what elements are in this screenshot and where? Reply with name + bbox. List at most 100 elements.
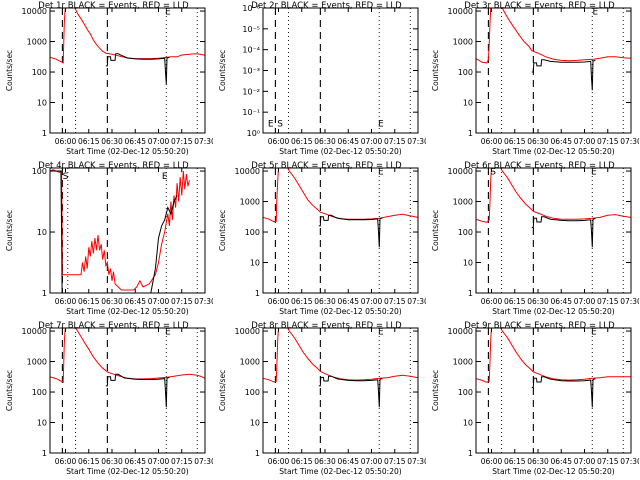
y-tick-label: 10	[37, 419, 47, 428]
x-tick-label: 07:30	[620, 297, 639, 306]
panel-title: Det 2r BLACK = Events, RED = LLD	[251, 1, 402, 11]
x-axis-label: Start Time (02-Dec-12 05:50:20)	[279, 307, 401, 316]
x-tick-label: 06:00	[55, 137, 77, 146]
plot-frame	[262, 167, 419, 294]
y-tick-label: 1	[468, 449, 473, 458]
x-tick-label: 06:00	[268, 137, 290, 146]
x-tick-label: 07:30	[194, 457, 213, 466]
y-tick-label: 100	[458, 68, 473, 77]
detector-panel: 1 10 100 1000 10000 06:00 06:15 06:30 06:45 07:00…	[5, 1, 213, 156]
y-axis-label: Counts/sec	[5, 210, 14, 251]
x-tick-label: 06:00	[481, 137, 503, 146]
x-tick-label: 07:00	[148, 137, 170, 146]
x-tick-label: 06:30	[314, 297, 336, 306]
y-tick-label: 1	[42, 449, 47, 458]
x-tick-label: 06:45	[124, 457, 146, 466]
x-tick-label: 07:00	[148, 297, 170, 306]
panel-title: Det 1r BLACK = Events, RED = LLD	[38, 1, 189, 11]
annotation-label: S	[277, 120, 283, 130]
x-tick-label: 06:30	[314, 137, 336, 146]
y-tick-label: 10000	[448, 7, 473, 16]
y-tick-label: 100	[458, 388, 473, 397]
panel-title: Det 6r BLACK = Events, RED = LLD	[464, 161, 615, 171]
x-tick-label: 06:45	[124, 137, 146, 146]
y-tick-label: 100	[32, 167, 47, 176]
y-tick-label: 10⁻⁴	[242, 46, 260, 55]
y-tick-label: 10⁻¹	[242, 108, 260, 117]
plot-frame	[49, 167, 206, 294]
plot-frame	[475, 7, 632, 134]
x-tick-label: 06:30	[527, 457, 549, 466]
y-tick-label: 10⁻⁶	[242, 4, 260, 13]
y-tick-label: 100	[32, 68, 47, 77]
panel-title: Det 8r BLACK = Events, RED = LLD	[251, 321, 402, 331]
annotation-label: E	[378, 328, 384, 338]
y-tick-label: 100	[245, 228, 260, 237]
x-tick-label: 06:30	[314, 457, 336, 466]
plot-frame	[475, 167, 632, 294]
y-tick-label: 10000	[22, 7, 47, 16]
y-tick-label: 1	[42, 289, 47, 298]
plot-frame	[49, 7, 206, 134]
annotation-label: E	[165, 328, 171, 338]
x-tick-label: 06:45	[337, 297, 359, 306]
x-tick-label: 07:15	[171, 297, 193, 306]
x-tick-label: 07:00	[574, 297, 596, 306]
x-tick-label: 07:30	[407, 297, 426, 306]
lld-series-line	[476, 328, 631, 383]
y-tick-label: 1000	[240, 198, 260, 207]
x-tick-label: 07:30	[407, 457, 426, 466]
y-tick-label: 10000	[448, 167, 473, 176]
y-tick-label: 1000	[453, 198, 473, 207]
y-tick-label: 1	[42, 129, 47, 138]
annotation-label: E	[593, 8, 599, 18]
events-series-line	[318, 375, 383, 408]
x-axis-label: Start Time (02-Dec-12 05:50:20)	[279, 147, 401, 156]
lld-series-line	[476, 8, 631, 64]
y-tick-label: 10	[37, 99, 47, 108]
events-series-line	[105, 53, 170, 85]
x-axis-label: Start Time (02-Dec-12 05:50:20)	[66, 147, 188, 156]
x-tick-label: 06:00	[268, 457, 290, 466]
detector-panel: 1 10 100 1000 10000 06:00 06:15 06:30 06:45 07:00…	[431, 161, 639, 316]
y-tick-label: 1	[468, 289, 473, 298]
plot-frame	[262, 327, 419, 454]
annotation-label: E	[162, 172, 168, 182]
x-tick-label: 06:45	[550, 297, 572, 306]
x-tick-label: 06:15	[504, 457, 526, 466]
y-tick-label: 100	[32, 388, 47, 397]
lld-series-line	[476, 168, 631, 223]
y-tick-label: 1	[255, 289, 260, 298]
lld-series-line	[50, 169, 190, 291]
detector-panel: 1 10 100 1000 10000 06:00 06:15 06:30 06:45 07:00…	[5, 321, 213, 476]
x-axis-label: Start Time (02-Dec-12 05:50:20)	[66, 307, 188, 316]
x-tick-label: 07:00	[361, 297, 383, 306]
y-tick-label: 10	[463, 419, 473, 428]
x-tick-label: 06:45	[550, 137, 572, 146]
lld-series-line	[263, 328, 418, 383]
y-tick-label: 1	[255, 449, 260, 458]
x-tick-label: 07:15	[597, 457, 619, 466]
x-tick-label: 06:15	[291, 457, 313, 466]
y-tick-label: 10000	[235, 167, 260, 176]
y-tick-label: 100	[458, 228, 473, 237]
y-tick-label: 10⁰	[247, 129, 260, 138]
y-tick-label: 10	[463, 99, 473, 108]
y-tick-label: 1000	[240, 358, 260, 367]
x-tick-label: 07:30	[620, 137, 639, 146]
x-tick-label: 06:00	[481, 297, 503, 306]
x-tick-label: 07:15	[384, 457, 406, 466]
y-tick-label: 10⁻⁵	[242, 25, 260, 34]
y-tick-label: 10⁻²	[242, 87, 260, 96]
x-tick-label: 06:15	[291, 137, 313, 146]
x-tick-label: 06:15	[504, 137, 526, 146]
events-series-line	[531, 216, 596, 248]
annotation-label: E	[165, 8, 171, 18]
x-axis-label: Start Time (02-Dec-12 05:50:20)	[66, 467, 188, 476]
x-tick-label: 06:45	[550, 457, 572, 466]
x-tick-label: 07:30	[194, 297, 213, 306]
annotation-label: E	[378, 168, 384, 178]
y-axis-label: Counts/sec	[5, 370, 14, 411]
detector-panel: 1 10 100 1000 10000 06:00 06:15 06:30 06:45 07:00…	[431, 321, 639, 476]
x-tick-label: 07:00	[574, 137, 596, 146]
